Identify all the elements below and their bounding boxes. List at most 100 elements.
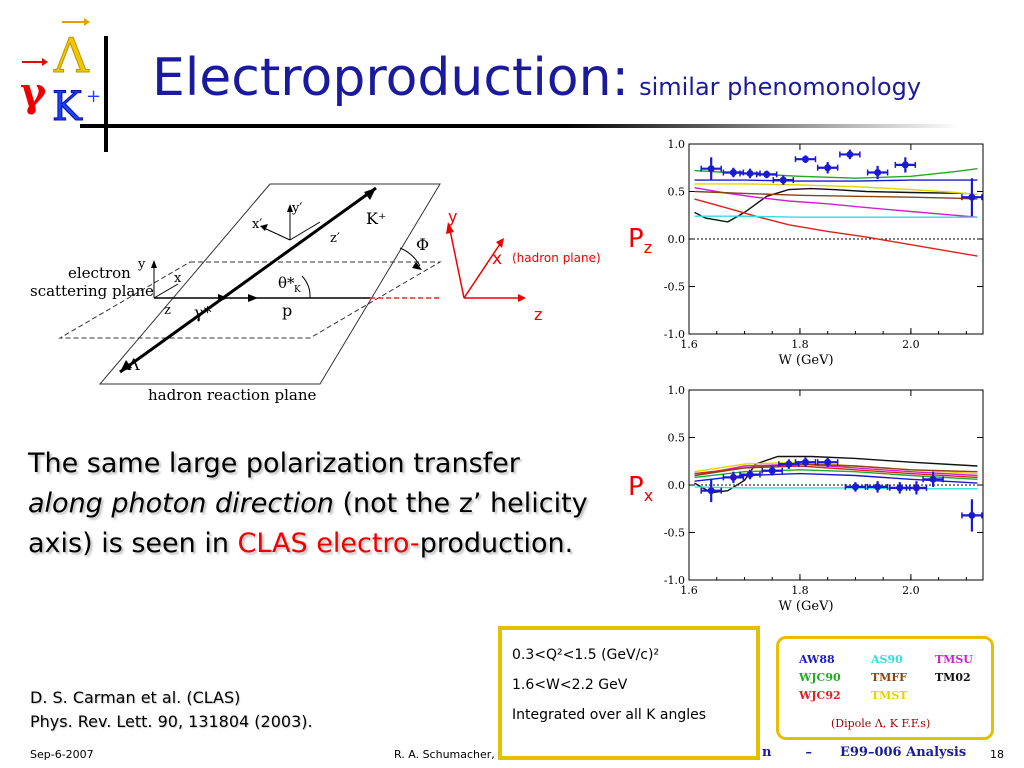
y-tick-label: 0.0	[668, 479, 686, 492]
model-legend: (Dipole Λ, K F.F.s) AW88 AS90 TMSU WJC90 TMF…	[776, 636, 994, 740]
data-marker	[824, 458, 832, 466]
model-curve-wjc92	[694, 198, 978, 257]
legend-entry-tmff: TMFF	[871, 671, 907, 684]
xprime-label: x′	[252, 217, 262, 232]
data-point	[866, 165, 889, 180]
slide-title: Electroproduction: similar phenomonology	[152, 48, 921, 108]
kplus-label: K⁺	[366, 209, 386, 228]
pz-label: Pz	[628, 224, 653, 258]
y-tick-label: -0.5	[664, 527, 685, 540]
x-tick-label: 1.8	[791, 338, 809, 351]
model-curve-tm02	[694, 187, 967, 223]
lambda-label: Λ	[127, 355, 140, 374]
logo-gamma: γ	[20, 69, 47, 116]
data-marker	[729, 169, 737, 176]
data-marker	[874, 169, 882, 176]
y-tick-label: -1.0	[664, 574, 685, 587]
legend-note: (Dipole Λ, K F.F.s)	[831, 717, 931, 730]
x-tick-label: 1.6	[680, 584, 698, 597]
x-tick-label: 2.0	[902, 584, 920, 597]
theta-label: θ*	[278, 274, 295, 292]
legend-entry-tmst: TMST	[871, 689, 908, 702]
x-axis-label: W (GeV)	[778, 353, 833, 368]
model-curve-tmff	[694, 190, 978, 200]
frame-z-label: z	[534, 305, 542, 324]
x-tick-label: 1.6	[680, 338, 698, 351]
data-point	[922, 471, 944, 487]
data-marker	[824, 164, 832, 172]
kinematics-diagram: K⁺ Λ γ* p Φ θ* K x′ y′ z′ x y z electron…	[30, 183, 442, 404]
electron-plane-label-line2: scattering plane	[30, 282, 154, 300]
data-point	[772, 175, 795, 185]
data-point	[700, 157, 722, 181]
data-point	[794, 457, 817, 467]
logo-lambda: Λ	[53, 28, 90, 84]
statement-part1: The same large polarization transfer	[28, 448, 520, 479]
data-point	[961, 178, 983, 217]
reference: D. S. Carman et al. (CLAS) Phys. Rev. Le…	[30, 686, 313, 734]
model-curve-wjc90	[694, 469, 978, 480]
data-marker	[763, 170, 771, 178]
data-marker	[779, 176, 787, 184]
title-rule-horizontal	[80, 124, 960, 128]
statement-italic: along photon direction	[28, 488, 334, 519]
data-marker	[968, 193, 976, 201]
slide-title-main: Electroproduction:	[152, 48, 630, 108]
data-point	[755, 170, 778, 179]
z-label: z	[164, 303, 171, 318]
data-marker	[896, 484, 904, 492]
condition-angles: Integrated over all K angles	[512, 707, 707, 723]
title-rule-vertical	[104, 36, 108, 152]
data-point	[816, 457, 839, 467]
model-curve-as90	[694, 215, 978, 218]
data-point	[844, 482, 867, 492]
data-marker	[801, 155, 809, 163]
reference-line2: Phys. Rev. Lett. 90, 131804 (2003).	[30, 712, 313, 731]
data-marker	[846, 150, 854, 158]
data-marker	[746, 169, 754, 177]
hadron-plane	[98, 183, 441, 385]
data-marker	[707, 487, 715, 495]
hadron-plane-label: hadron reaction plane	[148, 386, 317, 404]
legend-entry-as90: AS90	[871, 653, 903, 666]
data-marker	[785, 460, 793, 468]
statement-part3: (not the z’ helicity axis) is seen in	[28, 488, 588, 559]
data-marker	[746, 471, 754, 479]
proton-label: p	[282, 301, 292, 320]
legend-entry-aw88: AW88	[799, 653, 835, 666]
data-marker	[929, 475, 937, 483]
k-lambda-line	[119, 186, 377, 374]
data-marker	[729, 473, 737, 481]
logo-kaon-charge: +	[86, 86, 101, 107]
reference-line1: D. S. Carman et al. (CLAS)	[30, 688, 241, 707]
electron-plane	[58, 261, 442, 339]
model-curve-tmsu	[694, 187, 978, 218]
y-tick-label: 1.0	[668, 138, 686, 151]
gamma-lambda-kaon-logo-icon: γ Λ K +	[20, 18, 101, 130]
phi-label: Φ	[416, 235, 429, 254]
polarization-statement: The same large polarization transfer alo…	[28, 444, 588, 564]
data-point	[816, 162, 839, 174]
footer-analysis: n – E99–006 Analysis	[762, 745, 967, 760]
data-point	[794, 155, 817, 163]
y-tick-label: 0.5	[668, 186, 686, 199]
data-point	[839, 149, 861, 160]
data-point	[700, 479, 722, 503]
electron-plane-label-line1: electron	[68, 264, 131, 282]
data-point	[961, 499, 983, 532]
px-label: Px	[628, 472, 654, 506]
data-marker	[768, 467, 776, 475]
condition-w: 1.6<W<2.2 GeV	[512, 677, 628, 693]
pz-chart: 1.0 0.5 0.0 -0.5 -1.01.6 1.8 2.0 W (GeV)	[664, 138, 984, 368]
hadron-frame-axes: y x (hadron plane) z	[446, 207, 601, 324]
data-marker	[874, 483, 882, 491]
legend-entry-wjc90: WJC90	[799, 671, 841, 684]
zprime-label: z′	[330, 231, 340, 246]
x-axis-label: W (GeV)	[778, 599, 833, 614]
theta-sub-label: K	[294, 285, 301, 295]
data-marker	[801, 458, 809, 466]
y-tick-label: -0.5	[664, 281, 685, 294]
logo-kaon: K	[52, 84, 83, 130]
data-point	[761, 466, 783, 476]
model-curve-tmst	[694, 183, 978, 196]
